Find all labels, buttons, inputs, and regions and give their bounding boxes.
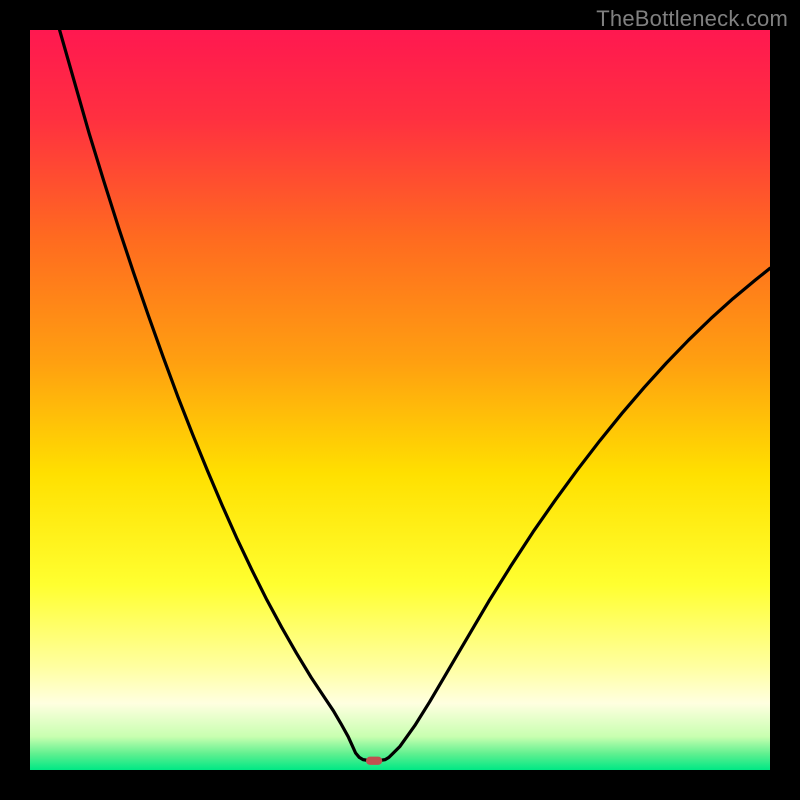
bottleneck-chart bbox=[30, 30, 770, 770]
chart-frame: TheBottleneck.com bbox=[0, 0, 800, 800]
gradient-background bbox=[30, 30, 770, 770]
plot-area bbox=[30, 30, 770, 770]
watermark-text: TheBottleneck.com bbox=[596, 6, 788, 32]
minimum-marker bbox=[366, 757, 382, 765]
